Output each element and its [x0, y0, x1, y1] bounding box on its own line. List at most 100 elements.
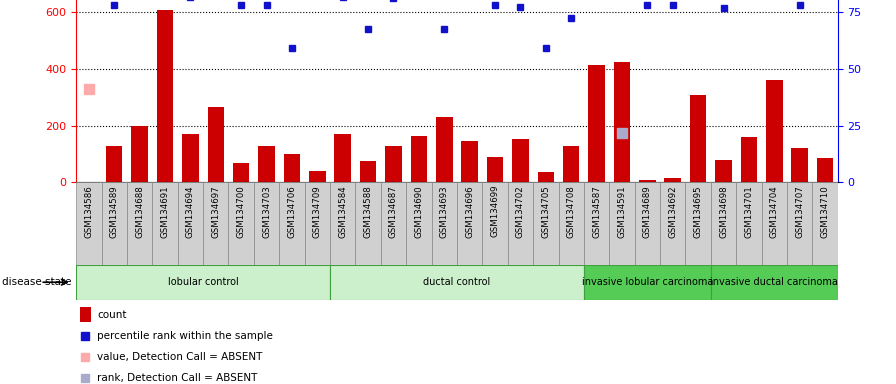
Text: GSM134707: GSM134707 — [795, 185, 805, 238]
Text: GSM134589: GSM134589 — [109, 185, 119, 237]
Bar — [563, 146, 580, 182]
Text: GSM134691: GSM134691 — [160, 185, 169, 237]
Text: GSM134705: GSM134705 — [541, 185, 550, 238]
Bar — [737, 182, 762, 265]
Bar — [182, 134, 199, 182]
Bar — [584, 182, 609, 265]
Bar — [665, 178, 681, 182]
Text: count: count — [97, 310, 126, 320]
Bar — [634, 182, 660, 265]
Bar — [258, 146, 275, 182]
Bar — [457, 182, 482, 265]
Text: GSM134693: GSM134693 — [440, 185, 449, 237]
Bar — [813, 182, 838, 265]
Text: GSM134695: GSM134695 — [694, 185, 702, 237]
Bar — [228, 182, 254, 265]
Bar — [127, 182, 152, 265]
Bar — [410, 136, 427, 182]
Text: GSM134688: GSM134688 — [135, 185, 144, 238]
Text: GSM134710: GSM134710 — [821, 185, 830, 238]
Bar — [711, 265, 838, 300]
Bar — [711, 182, 737, 265]
Bar — [152, 182, 177, 265]
Bar — [558, 182, 584, 265]
Text: GSM134708: GSM134708 — [566, 185, 576, 238]
Bar — [787, 182, 813, 265]
Bar — [609, 182, 634, 265]
Bar — [660, 182, 685, 265]
Text: GSM134702: GSM134702 — [516, 185, 525, 238]
Bar — [157, 10, 173, 182]
Text: ductal control: ductal control — [423, 277, 491, 287]
Bar — [101, 182, 127, 265]
Bar — [690, 94, 706, 182]
Bar — [76, 182, 101, 265]
Bar — [284, 154, 300, 182]
Text: GSM134591: GSM134591 — [617, 185, 626, 237]
Bar — [741, 137, 757, 182]
Bar — [513, 139, 529, 182]
Text: disease state: disease state — [2, 277, 72, 287]
Text: GSM134587: GSM134587 — [592, 185, 601, 238]
Bar — [685, 182, 711, 265]
Text: lobular control: lobular control — [168, 277, 238, 287]
Bar — [791, 149, 808, 182]
Text: GSM134703: GSM134703 — [262, 185, 271, 238]
Text: GSM134700: GSM134700 — [237, 185, 246, 238]
Text: GSM134701: GSM134701 — [745, 185, 754, 238]
Bar — [385, 146, 401, 182]
Bar — [461, 141, 478, 182]
Text: GSM134704: GSM134704 — [770, 185, 779, 238]
Text: invasive ductal carcinoma: invasive ductal carcinoma — [711, 277, 839, 287]
Text: GSM134706: GSM134706 — [288, 185, 297, 238]
Bar — [305, 182, 330, 265]
Bar — [508, 182, 533, 265]
Bar — [330, 182, 356, 265]
Bar — [533, 182, 558, 265]
Text: value, Detection Call = ABSENT: value, Detection Call = ABSENT — [97, 352, 263, 362]
Bar — [132, 126, 148, 182]
Text: invasive lobular carcinoma: invasive lobular carcinoma — [582, 277, 713, 287]
Text: GSM134692: GSM134692 — [668, 185, 677, 237]
Bar — [762, 182, 787, 265]
Bar — [80, 307, 91, 322]
Text: GSM134699: GSM134699 — [490, 185, 500, 237]
Bar — [817, 158, 833, 182]
Bar — [538, 172, 554, 182]
Bar — [584, 265, 711, 300]
Bar — [280, 182, 305, 265]
Text: GSM134584: GSM134584 — [338, 185, 348, 238]
Bar — [715, 160, 732, 182]
Bar — [356, 182, 381, 265]
Text: GSM134698: GSM134698 — [719, 185, 728, 237]
Text: GSM134687: GSM134687 — [389, 185, 398, 238]
Bar — [482, 182, 508, 265]
Text: GSM134588: GSM134588 — [364, 185, 373, 238]
Text: percentile rank within the sample: percentile rank within the sample — [97, 331, 273, 341]
Text: GSM134697: GSM134697 — [211, 185, 220, 237]
Bar — [487, 157, 504, 182]
Bar — [330, 265, 584, 300]
Bar — [76, 265, 330, 300]
Text: GSM134694: GSM134694 — [185, 185, 195, 237]
Text: GSM134689: GSM134689 — [642, 185, 652, 237]
Bar — [406, 182, 432, 265]
Bar — [614, 62, 630, 182]
Bar — [208, 108, 224, 182]
Bar — [589, 65, 605, 182]
Bar — [334, 134, 351, 182]
Bar — [436, 117, 452, 182]
Bar — [381, 182, 406, 265]
Bar — [639, 180, 656, 182]
Text: GSM134586: GSM134586 — [84, 185, 93, 238]
Bar — [766, 81, 782, 182]
Bar — [432, 182, 457, 265]
Text: GSM134690: GSM134690 — [414, 185, 424, 237]
Bar — [360, 161, 376, 182]
Bar — [177, 182, 203, 265]
Bar — [309, 171, 325, 182]
Bar — [254, 182, 280, 265]
Bar — [233, 162, 249, 182]
Text: rank, Detection Call = ABSENT: rank, Detection Call = ABSENT — [97, 373, 257, 383]
Bar — [106, 146, 123, 182]
